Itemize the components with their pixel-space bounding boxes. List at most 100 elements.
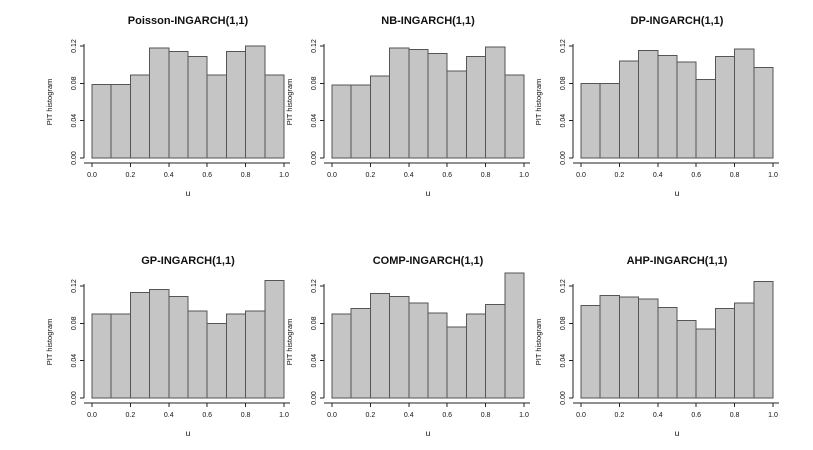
histogram-bar [504,74,525,159]
histogram-bar [657,306,678,399]
histogram-bar [695,79,716,159]
axes-group: 0.00 0.04 0.08 0.12 0.0 0.2 0.4 0.6 0.8 1.0 [311,39,530,179]
histogram-bar [599,294,620,399]
histogram-bar [580,305,601,399]
histogram-bar [187,310,208,399]
panel-gp-ingarch: GP-INGARCH(1,1) PIT histogram u 0.00 0.04… [38,246,298,446]
x-tick-label: 0.0 [87,172,97,179]
bars-group [91,45,285,159]
y-axis-title: PIT histogram [534,79,543,126]
x-tick-label: 1.0 [279,412,289,419]
histogram-bar [331,84,352,159]
histogram-bar [129,292,151,399]
histogram-bar [225,51,247,159]
histogram-bar [638,298,659,399]
histogram-bar [408,302,429,399]
histogram-bar [350,84,371,159]
y-tick-label: 0.12 [560,39,567,53]
axes-group: 0.00 0.04 0.08 0.12 0.0 0.2 0.4 0.6 0.8 1.0 [560,39,779,179]
chart-title: NB-INGARCH(1,1) [381,15,475,27]
histogram-bar [168,295,189,399]
x-axis-title: u [426,188,431,198]
x-tick-label: 0.8 [481,172,491,179]
histogram-bar [110,313,131,399]
histogram-bar [408,49,429,159]
x-tick-label: 0.8 [241,172,251,179]
chart-title: DP-INGARCH(1,1) [631,15,724,27]
histogram-bar [331,313,352,399]
x-tick-label: 0.6 [202,172,212,179]
y-tick-label: 0.00 [560,151,567,165]
histogram-bar [638,50,659,159]
x-tick-label: 0.2 [126,172,136,179]
histogram-bar [618,60,640,159]
histogram-bar [206,74,227,159]
x-axis-title: u [186,188,191,198]
y-tick-label: 0.04 [71,114,78,128]
pit-histogram-dp: DP-INGARCH(1,1) PIT histogram u 0.00 0.04… [534,15,779,198]
y-tick-label: 0.04 [311,114,318,128]
y-axis-title: PIT histogram [45,79,54,126]
histogram-bar [676,320,697,399]
histogram-bar [657,54,678,159]
x-tick-label: 0.2 [366,172,376,179]
panel-nb-ingarch: NB-INGARCH(1,1) PIT histogram u 0.00 0.04… [278,6,538,206]
histogram-bar [245,310,266,399]
x-tick-label: 0.6 [442,172,452,179]
pit-histogram-gp: GP-INGARCH(1,1) PIT histogram u 0.00 0.04… [45,255,290,438]
y-tick-label: 0.04 [560,114,567,128]
panel-poisson-ingarch: Poisson-INGARCH(1,1) PIT histogram u 0.0… [38,6,298,206]
chart-title: Poisson-INGARCH(1,1) [128,15,249,27]
y-tick-label: 0.08 [71,316,78,330]
histogram-bar [446,70,467,159]
histogram-bar [369,75,391,159]
x-tick-label: 0.6 [691,412,701,419]
histogram-bar [485,46,506,159]
x-tick-label: 1.0 [768,172,778,179]
histogram-bar [389,47,410,159]
x-tick-label: 0.4 [653,412,663,419]
y-tick-label: 0.00 [71,391,78,405]
x-tick-label: 0.8 [481,412,491,419]
y-tick-label: 0.12 [311,39,318,53]
x-tick-label: 0.4 [164,172,174,179]
y-tick-label: 0.12 [311,279,318,293]
bars-group [580,280,774,399]
x-tick-label: 0.2 [126,412,136,419]
histogram-bar [734,302,755,399]
pit-histogram-poisson: Poisson-INGARCH(1,1) PIT histogram u 0.0… [45,15,290,198]
histogram-bar [225,313,247,399]
x-tick-label: 0.4 [653,172,663,179]
x-tick-label: 0.6 [691,172,701,179]
x-tick-label: 0.2 [615,412,625,419]
y-tick-label: 0.00 [71,151,78,165]
histogram-bar [264,74,285,159]
x-tick-label: 0.0 [576,412,586,419]
pit-histogram-comp: COMP-INGARCH(1,1) PIT histogram u 0.000.… [285,255,530,438]
panel-comp-ingarch: COMP-INGARCH(1,1) PIT histogram u 0.00 0.… [278,246,538,446]
y-tick-label: 0.12 [71,39,78,53]
x-tick-label: 1.0 [768,412,778,419]
y-tick-label: 0.08 [71,76,78,90]
axes-group: 0.00 0.04 0.08 0.12 0.0 0.2 0.4 0.6 0.8 1.0 [71,39,290,179]
histogram-bar [714,55,736,159]
histogram-bar [350,307,371,399]
histogram-bar [753,66,774,159]
histogram-bar [389,295,410,399]
histogram-bar [245,45,266,159]
x-tick-label: 0.0 [327,172,337,179]
x-tick-label: 0.8 [730,172,740,179]
histogram-bar [110,83,131,159]
bars-group [91,279,285,399]
histogram-bar [149,289,170,399]
y-tick-label: 0.08 [311,316,318,330]
x-tick-label: 0.4 [164,412,174,419]
histogram-bar [369,292,391,399]
histogram-bar [206,322,227,399]
histogram-bar [599,82,620,159]
x-tick-label: 1.0 [519,412,529,419]
histogram-bar [695,328,716,399]
x-axis-title: u [426,428,431,438]
x-tick-label: 0.4 [404,172,414,179]
